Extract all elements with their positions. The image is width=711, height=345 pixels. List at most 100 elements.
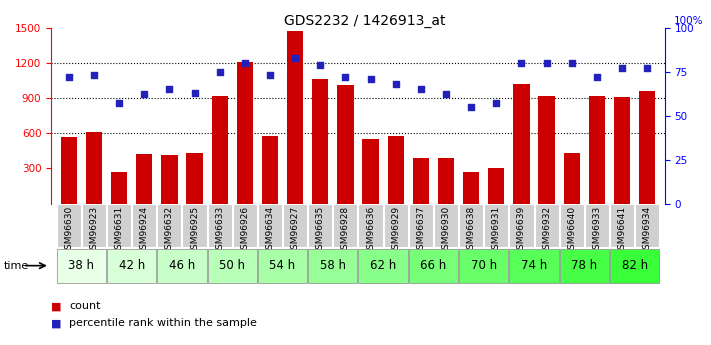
Text: 42 h: 42 h bbox=[119, 259, 145, 272]
Bar bbox=[312, 79, 328, 204]
Bar bbox=[183, 204, 207, 247]
Bar bbox=[308, 204, 332, 247]
Point bbox=[566, 60, 577, 66]
Bar bbox=[513, 84, 530, 204]
Bar bbox=[635, 204, 659, 247]
Bar bbox=[237, 62, 253, 204]
Text: GSM96931: GSM96931 bbox=[492, 206, 501, 255]
Point bbox=[189, 90, 201, 96]
Bar bbox=[208, 248, 257, 283]
Text: GSM96639: GSM96639 bbox=[517, 206, 526, 255]
Point bbox=[515, 60, 527, 66]
Bar bbox=[82, 204, 106, 247]
Text: GDS2232 / 1426913_at: GDS2232 / 1426913_at bbox=[284, 14, 446, 28]
Point bbox=[440, 92, 451, 97]
Bar bbox=[57, 248, 106, 283]
Bar bbox=[132, 204, 156, 247]
Bar bbox=[384, 204, 408, 247]
Point bbox=[214, 69, 225, 75]
Point bbox=[616, 65, 628, 71]
Text: 74 h: 74 h bbox=[521, 259, 547, 272]
Point bbox=[466, 104, 477, 110]
Text: GSM96631: GSM96631 bbox=[114, 206, 124, 255]
Point bbox=[139, 92, 150, 97]
Bar bbox=[610, 248, 659, 283]
Point bbox=[491, 100, 502, 106]
Bar bbox=[211, 96, 228, 204]
Bar bbox=[409, 204, 433, 247]
Bar bbox=[614, 97, 630, 204]
Bar bbox=[488, 168, 505, 204]
Text: 78 h: 78 h bbox=[571, 259, 597, 272]
Text: GSM96928: GSM96928 bbox=[341, 206, 350, 255]
Bar bbox=[564, 153, 580, 204]
Bar bbox=[57, 204, 81, 247]
Bar bbox=[387, 136, 404, 204]
Text: 100%: 100% bbox=[674, 16, 703, 26]
Text: 70 h: 70 h bbox=[471, 259, 497, 272]
Bar bbox=[161, 156, 178, 204]
Point bbox=[113, 100, 124, 106]
Bar bbox=[509, 248, 559, 283]
Text: GSM96927: GSM96927 bbox=[291, 206, 299, 255]
Bar bbox=[412, 158, 429, 204]
Bar bbox=[560, 204, 584, 247]
Text: GSM96635: GSM96635 bbox=[316, 206, 325, 255]
Bar bbox=[232, 204, 257, 247]
Text: GSM96932: GSM96932 bbox=[542, 206, 551, 255]
Text: count: count bbox=[69, 301, 100, 311]
Bar bbox=[509, 204, 533, 247]
Text: 54 h: 54 h bbox=[269, 259, 296, 272]
Text: percentile rank within the sample: percentile rank within the sample bbox=[69, 318, 257, 328]
Point bbox=[340, 74, 351, 80]
Bar bbox=[589, 96, 605, 204]
Text: GSM96640: GSM96640 bbox=[567, 206, 576, 255]
Point bbox=[641, 65, 653, 71]
Point bbox=[415, 86, 427, 92]
Bar bbox=[610, 204, 634, 247]
Text: 58 h: 58 h bbox=[320, 259, 346, 272]
Text: 50 h: 50 h bbox=[219, 259, 245, 272]
Bar bbox=[308, 248, 358, 283]
Bar bbox=[86, 132, 102, 204]
Point bbox=[390, 81, 402, 87]
Text: GSM96934: GSM96934 bbox=[643, 206, 652, 255]
Bar bbox=[208, 204, 232, 247]
Bar bbox=[358, 248, 408, 283]
Bar bbox=[258, 248, 307, 283]
Point bbox=[592, 74, 603, 80]
Text: GSM96929: GSM96929 bbox=[391, 206, 400, 255]
Text: 62 h: 62 h bbox=[370, 259, 396, 272]
Bar bbox=[333, 204, 358, 247]
Point bbox=[63, 74, 75, 80]
Bar bbox=[438, 158, 454, 204]
Text: 46 h: 46 h bbox=[169, 259, 195, 272]
Bar bbox=[434, 204, 458, 247]
Point bbox=[365, 76, 376, 81]
Text: 66 h: 66 h bbox=[420, 259, 447, 272]
Point bbox=[314, 62, 326, 67]
Text: ■: ■ bbox=[51, 318, 62, 328]
Bar bbox=[463, 172, 479, 204]
Bar bbox=[337, 85, 353, 204]
Text: GSM96638: GSM96638 bbox=[466, 206, 476, 255]
Text: GSM96641: GSM96641 bbox=[618, 206, 626, 255]
Bar bbox=[459, 204, 483, 247]
Bar bbox=[136, 154, 152, 204]
Bar bbox=[358, 204, 383, 247]
Point bbox=[264, 72, 276, 78]
Bar bbox=[639, 91, 656, 204]
Bar bbox=[287, 31, 304, 204]
Bar bbox=[157, 204, 181, 247]
Bar bbox=[459, 248, 508, 283]
Bar bbox=[186, 153, 203, 204]
Point bbox=[164, 86, 175, 92]
Text: 38 h: 38 h bbox=[68, 259, 95, 272]
Text: time: time bbox=[4, 261, 29, 270]
Text: GSM96926: GSM96926 bbox=[240, 206, 250, 255]
Point bbox=[289, 55, 301, 60]
Text: GSM96636: GSM96636 bbox=[366, 206, 375, 255]
Point bbox=[239, 60, 250, 66]
Point bbox=[88, 72, 100, 78]
Bar bbox=[585, 204, 609, 247]
